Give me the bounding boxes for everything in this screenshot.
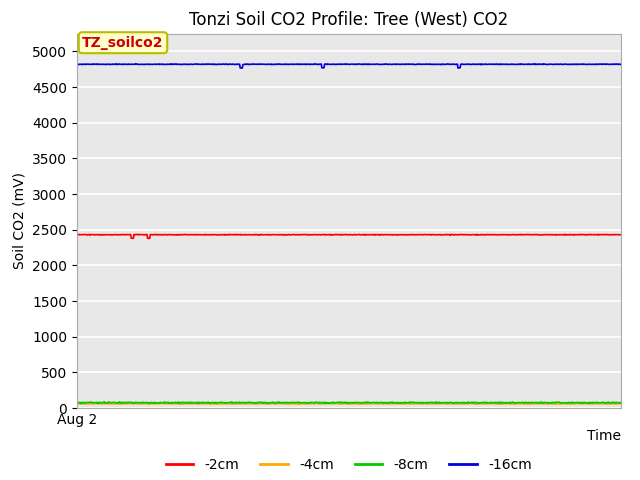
Title: Tonzi Soil CO2 Profile: Tree (West) CO2: Tonzi Soil CO2 Profile: Tree (West) CO2 — [189, 11, 508, 29]
Legend: -2cm, -4cm, -8cm, -16cm: -2cm, -4cm, -8cm, -16cm — [160, 452, 538, 478]
Text: Time: Time — [587, 429, 621, 443]
Text: TZ_soilco2: TZ_soilco2 — [82, 36, 164, 50]
Y-axis label: Soil CO2 (mV): Soil CO2 (mV) — [12, 172, 26, 269]
